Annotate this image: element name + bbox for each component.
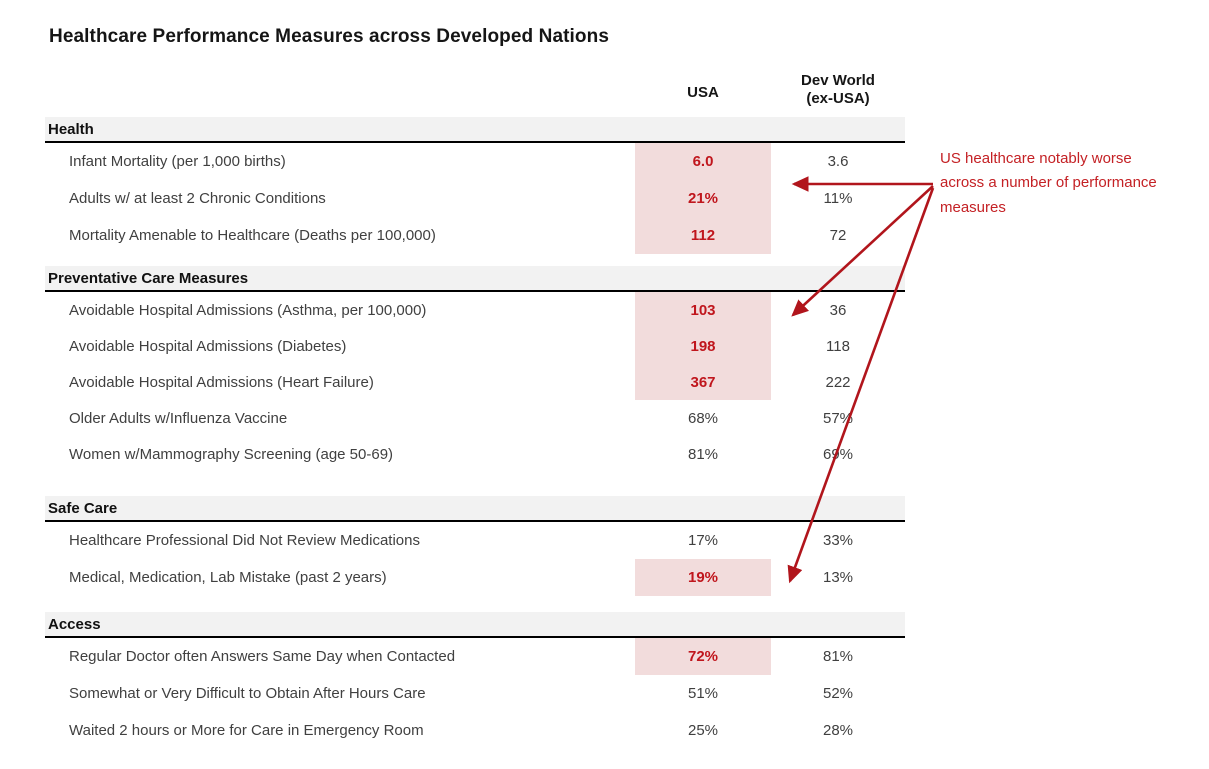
usa-value: 21% <box>635 180 771 217</box>
devworld-value: 28% <box>822 722 854 739</box>
devworld-value: 57% <box>822 409 854 427</box>
section-header-preventative-care: Preventative Care Measures <box>45 266 905 292</box>
section-header-safe-care: Safe Care <box>45 496 905 522</box>
usa-value: 19% <box>635 559 771 596</box>
measure-label: Older Adults w/Influenza Vaccine <box>69 409 288 427</box>
devworld-value: 3.6 <box>827 153 849 170</box>
usa-value: 51% <box>687 685 719 702</box>
devworld-value: 118 <box>826 337 850 355</box>
column-header-devworld-line1: Dev World <box>801 71 875 89</box>
usa-value: 81% <box>687 445 719 463</box>
devworld-value: 33% <box>822 532 854 549</box>
usa-value: 112 <box>635 217 771 254</box>
measure-label: Waited 2 hours or More for Care in Emerg… <box>69 722 424 739</box>
devworld-value: 81% <box>822 648 854 665</box>
table-row: Avoidable Hospital Admissions (Asthma, p… <box>45 292 905 328</box>
column-header-devworld: Dev World (ex-USA) <box>771 72 905 111</box>
column-header-devworld-line2: (ex-USA) <box>806 90 870 108</box>
section-preventative-care: Preventative Care Measures Avoidable Hos… <box>45 266 905 472</box>
usa-value: 68% <box>687 409 719 427</box>
section-header-access: Access <box>45 612 905 638</box>
table-row: Mortality Amenable to Healthcare (Deaths… <box>45 217 905 254</box>
table-row: Women w/Mammography Screening (age 50-69… <box>45 436 905 472</box>
section-header-health: Health <box>45 117 905 143</box>
usa-value: 6.0 <box>635 143 771 180</box>
column-header-row: USA Dev World (ex-USA) <box>45 62 905 110</box>
annotation-text: US healthcare notably worse across a num… <box>940 150 1157 216</box>
measure-label: Avoidable Hospital Admissions (Heart Fai… <box>69 373 374 391</box>
measure-label: Infant Mortality (per 1,000 births) <box>69 153 286 170</box>
measure-label: Adults w/ at least 2 Chronic Conditions <box>69 190 326 207</box>
section-health: Health Infant Mortality (per 1,000 birth… <box>45 117 905 254</box>
measure-label: Avoidable Hospital Admissions (Asthma, p… <box>69 301 427 319</box>
table-row: Waited 2 hours or More for Care in Emerg… <box>45 712 905 749</box>
measure-label: Avoidable Hospital Admissions (Diabetes) <box>69 337 347 355</box>
usa-value: 72% <box>635 638 771 675</box>
devworld-value: 69% <box>822 445 854 463</box>
measure-label: Somewhat or Very Difficult to Obtain Aft… <box>69 685 426 702</box>
devworld-value: 72 <box>829 227 847 244</box>
measure-label: Healthcare Professional Did Not Review M… <box>69 532 420 549</box>
devworld-value: 52% <box>822 685 854 702</box>
devworld-value: 222 <box>825 373 851 391</box>
performance-table: USA Dev World (ex-USA) Health Infant Mor… <box>45 62 905 749</box>
usa-value: 367 <box>635 364 771 400</box>
section-safe-care: Safe Care Healthcare Professional Did No… <box>45 496 905 596</box>
usa-value: 103 <box>635 292 771 328</box>
table-row: Healthcare Professional Did Not Review M… <box>45 522 905 559</box>
table-row: Medical, Medication, Lab Mistake (past 2… <box>45 559 905 596</box>
usa-value: 198 <box>635 328 771 364</box>
table-row: Avoidable Hospital Admissions (Diabetes)… <box>45 328 905 364</box>
table-row: Adults w/ at least 2 Chronic Conditions … <box>45 180 905 217</box>
column-header-usa: USA <box>687 84 719 102</box>
table-row: Avoidable Hospital Admissions (Heart Fai… <box>45 364 905 400</box>
table-row: Older Adults w/Influenza Vaccine 68% 57% <box>45 400 905 436</box>
page-title: Healthcare Performance Measures across D… <box>49 26 610 47</box>
usa-value: 25% <box>687 722 719 739</box>
table-row: Somewhat or Very Difficult to Obtain Aft… <box>45 675 905 712</box>
measure-label: Regular Doctor often Answers Same Day wh… <box>69 648 456 665</box>
devworld-value: 11% <box>823 190 853 207</box>
measure-label: Medical, Medication, Lab Mistake (past 2… <box>69 569 387 586</box>
devworld-value: 36 <box>829 301 847 319</box>
table-row: Infant Mortality (per 1,000 births) 6.0 … <box>45 143 905 180</box>
devworld-value: 13% <box>822 569 854 586</box>
measure-label: Women w/Mammography Screening (age 50-69… <box>69 445 394 463</box>
table-row: Regular Doctor often Answers Same Day wh… <box>45 638 905 675</box>
usa-value: 17% <box>687 532 719 549</box>
section-access: Access Regular Doctor often Answers Same… <box>45 612 905 749</box>
measure-label: Mortality Amenable to Healthcare (Deaths… <box>69 227 436 244</box>
